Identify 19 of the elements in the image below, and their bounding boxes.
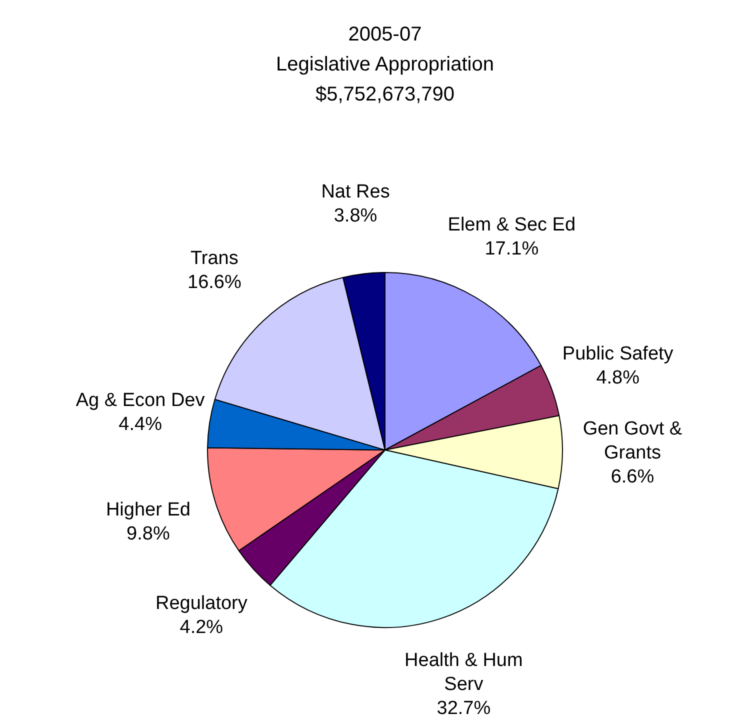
data-label: 4.2% <box>180 617 224 638</box>
slice-label: Trans <box>190 248 238 269</box>
data-label: 4.4% <box>118 414 162 436</box>
data-label: 6.6% <box>610 466 654 488</box>
data-label: 9.8% <box>126 523 170 544</box>
data-label: 4.8% <box>596 367 640 388</box>
chart-title: 2005-07 Legislative Appropriation $5,752,673,790 <box>276 24 494 106</box>
slice-label: Public Safety <box>562 343 674 364</box>
slice-label: Regulatory <box>155 593 248 614</box>
slice-label: Higher Ed <box>106 499 190 520</box>
slice-label: Ag & Econ Dev <box>76 390 206 412</box>
data-label: 16.6% <box>188 272 242 293</box>
slice-label: Elem & Sec Ed <box>448 214 576 236</box>
data-label: 32.7% <box>436 698 491 718</box>
slice-label: Health & Hum Serv <box>404 650 523 695</box>
data-label: 17.1% <box>484 238 539 260</box>
data-label: 3.8% <box>334 205 378 226</box>
slice-label: Gen Govt & Grants <box>582 418 682 464</box>
slice-label: Nat Res <box>321 181 390 202</box>
